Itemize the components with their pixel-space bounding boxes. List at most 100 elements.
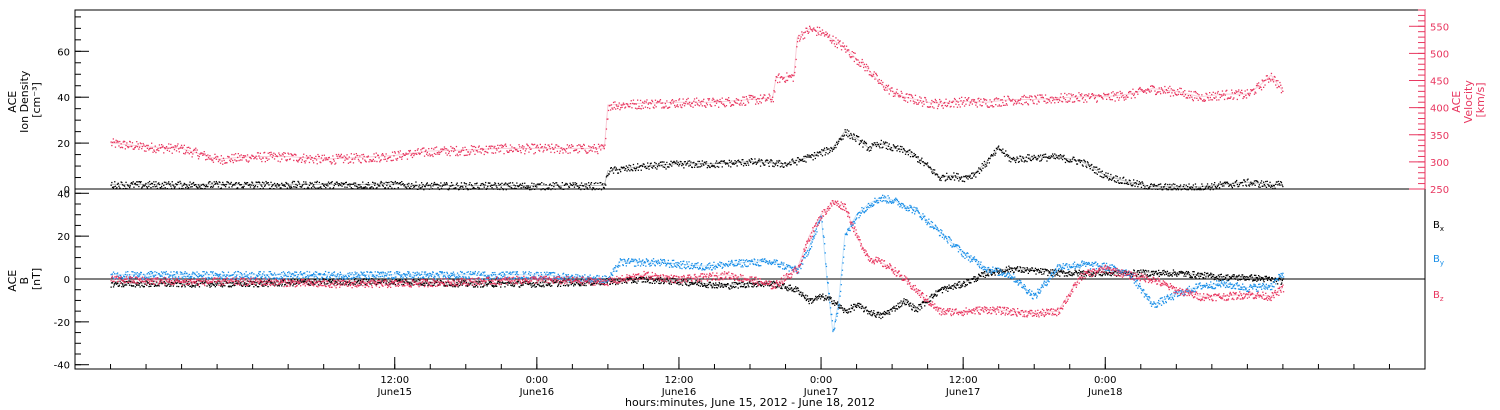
series-bx-point [150, 283, 153, 285]
series-velocity-point [286, 159, 288, 161]
series-density-point [448, 187, 450, 189]
series-density-point [1063, 154, 1065, 157]
series-density-point [722, 160, 724, 162]
series-velocity-point [706, 104, 708, 106]
series-velocity-point [828, 34, 831, 36]
series-density-point [556, 184, 558, 186]
series-velocity-point [1145, 89, 1147, 91]
series-velocity-point [124, 141, 126, 143]
series-bx-point [652, 278, 654, 280]
series-bx-point [342, 282, 344, 284]
series-velocity-point [292, 154, 294, 157]
series-velocity-point [284, 152, 286, 154]
series-bx-point [273, 281, 276, 283]
series-velocity-point [1137, 93, 1139, 95]
series-velocity-point [488, 145, 490, 148]
series-velocity-point [182, 146, 184, 148]
series-velocity-point [717, 100, 719, 102]
series-density-point [301, 185, 303, 187]
series-bx-point [745, 286, 748, 288]
series-velocity-point [1223, 93, 1225, 95]
series-density-point [1087, 162, 1089, 164]
series-bx-point [290, 279, 292, 281]
series-velocity-point [1200, 98, 1202, 100]
series-velocity-point [1158, 87, 1160, 89]
series-density-point [1254, 184, 1256, 186]
series-bx-point [705, 285, 707, 287]
series-density-point [667, 166, 669, 168]
series-bx-point [778, 286, 780, 288]
x-tick-label: 0:00 [1094, 375, 1116, 386]
series-velocity-point [388, 156, 390, 159]
series-velocity-point [921, 102, 923, 104]
series-density-point [1153, 183, 1155, 185]
series-velocity-point [719, 98, 721, 101]
series-density-point [1023, 161, 1025, 163]
series-velocity-point [1193, 91, 1195, 93]
series-density-point [973, 174, 976, 176]
series-density-point [538, 183, 540, 185]
series-density-point [220, 187, 222, 189]
series-velocity-point [602, 146, 605, 148]
series-bx-point [699, 285, 701, 287]
series-velocity-point [1212, 91, 1214, 93]
series-velocity-point [932, 101, 934, 103]
series-bx-point [714, 284, 716, 286]
series-bx-point [261, 284, 263, 286]
series-velocity-point [776, 76, 778, 78]
series-bx-point [681, 280, 683, 282]
series-bx-point [751, 283, 754, 285]
series-velocity-point [210, 158, 212, 160]
series-velocity-point [1248, 93, 1250, 96]
series-velocity-point [275, 155, 277, 157]
series-density-point [649, 163, 652, 165]
series-density-point [892, 144, 895, 146]
series-velocity-point [1178, 91, 1180, 93]
series-density-point [485, 188, 487, 190]
series-bx-point [908, 305, 910, 307]
series-bx-point [976, 279, 979, 281]
series-velocity-point [624, 107, 626, 109]
series-bx-point [413, 279, 415, 281]
series-density-point [1131, 185, 1133, 187]
series-bx-point [424, 284, 426, 287]
series-velocity-point [666, 100, 668, 102]
series-velocity-point [847, 49, 849, 51]
series-density-point [459, 186, 461, 189]
series-velocity-point [946, 104, 949, 107]
series-bx-point [522, 282, 524, 284]
series-density-point [1125, 179, 1127, 181]
series-velocity-point [1068, 93, 1070, 95]
series-velocity-point [1267, 78, 1269, 80]
series-velocity-point [426, 151, 428, 154]
series-density-point [1118, 182, 1121, 184]
series-velocity-point [1052, 97, 1054, 99]
series-velocity-point [754, 96, 756, 98]
series-velocity-point [1128, 92, 1130, 94]
series-density-point [190, 186, 192, 188]
series-density-point [774, 164, 777, 166]
series-velocity-point [915, 102, 917, 104]
series-bx-point [410, 282, 412, 284]
series-bx-point [528, 283, 530, 286]
series-velocity-point [364, 159, 366, 161]
series-density-point [771, 160, 773, 162]
series-bx-point [596, 283, 598, 285]
series-velocity-point [380, 159, 382, 161]
series-bx-point [176, 282, 179, 284]
series-velocity-point [443, 148, 445, 150]
series-density-point [1140, 186, 1143, 188]
series-density-point [1224, 182, 1226, 184]
series-bx-point [123, 286, 125, 288]
series-velocity-point [358, 160, 360, 162]
series-velocity-point [710, 105, 713, 107]
series-bx-point [585, 284, 587, 287]
series-density-point [323, 184, 325, 187]
series-bx-point [641, 281, 643, 283]
series-density-point [809, 155, 811, 157]
series-velocity-point [562, 152, 564, 154]
series-density-point [218, 181, 220, 183]
series-velocity-point [119, 140, 121, 143]
series-velocity-point [1220, 94, 1222, 96]
series-density-point [951, 175, 953, 178]
